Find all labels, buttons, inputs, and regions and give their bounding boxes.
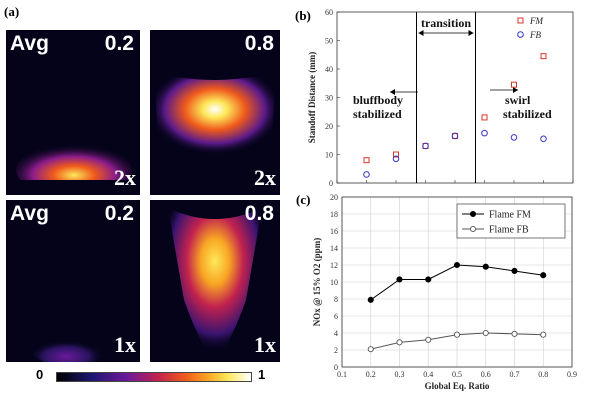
gain-label: 1x xyxy=(114,332,136,357)
y-tick-label: 50 xyxy=(325,37,333,46)
y-tick-label: 60 xyxy=(325,8,333,17)
eq-ratio-label: 0.8 xyxy=(244,202,274,225)
legend-marker-fb xyxy=(517,31,524,38)
fb-data-point xyxy=(422,142,429,150)
intensity-colorbar xyxy=(56,372,252,382)
legend-marker-fm xyxy=(517,17,524,24)
fm-data-point xyxy=(511,81,517,88)
flame-intensity-shape xyxy=(16,144,132,195)
flame-image-0.8-top: 0.8 2x xyxy=(150,30,280,195)
fb-data-point xyxy=(392,155,400,163)
swirl-label-line2: stabilized xyxy=(503,107,552,121)
fb-data-point xyxy=(451,132,459,140)
fb-data-point xyxy=(540,135,547,143)
fm-data-point xyxy=(540,53,547,60)
fm-data-point xyxy=(393,151,399,158)
eq-ratio-label: 0.2 xyxy=(104,202,134,225)
gain-label: 1x xyxy=(254,332,276,357)
colorbar-max-label: 1 xyxy=(258,367,266,382)
y-tick-label: 20 xyxy=(325,122,333,131)
eq-ratio-label: 0.2 xyxy=(104,32,134,55)
legend-label: FB xyxy=(529,30,541,40)
avg-label: Avg xyxy=(10,202,49,225)
flame-intensity-shape xyxy=(32,334,108,362)
legend-label: FM xyxy=(529,16,543,26)
y-tick-label: 30 xyxy=(325,94,333,103)
panel-b-label: (b) xyxy=(295,8,311,23)
transition-label: transition xyxy=(421,16,471,30)
swirl-label-line1: swirl xyxy=(505,93,531,107)
eq-ratio-label: 0.8 xyxy=(244,32,274,55)
panel-c-label: (c) xyxy=(296,192,311,207)
flame-intensity-shape xyxy=(168,208,262,360)
fb-data-point xyxy=(363,171,370,178)
fm-data-point xyxy=(363,157,370,164)
arrow-head-left xyxy=(390,89,395,95)
bluffbody-label-line2: stabilized xyxy=(353,107,402,121)
arrow-head-right xyxy=(513,87,518,93)
colorbar-min-label: 0 xyxy=(36,367,44,382)
y-tick-label: 40 xyxy=(325,65,333,74)
y-tick-label: 10 xyxy=(325,151,333,160)
y-tick-label: 0 xyxy=(329,179,333,188)
arrow-head-left xyxy=(418,30,424,36)
gain-label: 2x xyxy=(254,165,276,190)
flame-image-avg-0.2-bottom: Avg 0.2 1x xyxy=(6,200,140,362)
arrow-head-right xyxy=(468,30,474,36)
gain-label: 2x xyxy=(114,165,136,190)
panel-a-label: (a) xyxy=(4,4,20,19)
avg-label: Avg xyxy=(10,32,49,55)
y-axis-label: Standoff Distance (mm) xyxy=(307,52,317,144)
flame-intensity-shape xyxy=(154,72,276,155)
fb-data-point xyxy=(510,134,518,141)
flame-image-avg-0.2-top: Avg 0.2 2x xyxy=(6,30,140,195)
bluffbody-label-line1: bluffbody xyxy=(353,93,403,107)
flame-image-0.8-bottom: 0.8 1x xyxy=(150,200,280,362)
fb-data-point xyxy=(481,129,488,137)
fm-data-point xyxy=(481,114,488,121)
